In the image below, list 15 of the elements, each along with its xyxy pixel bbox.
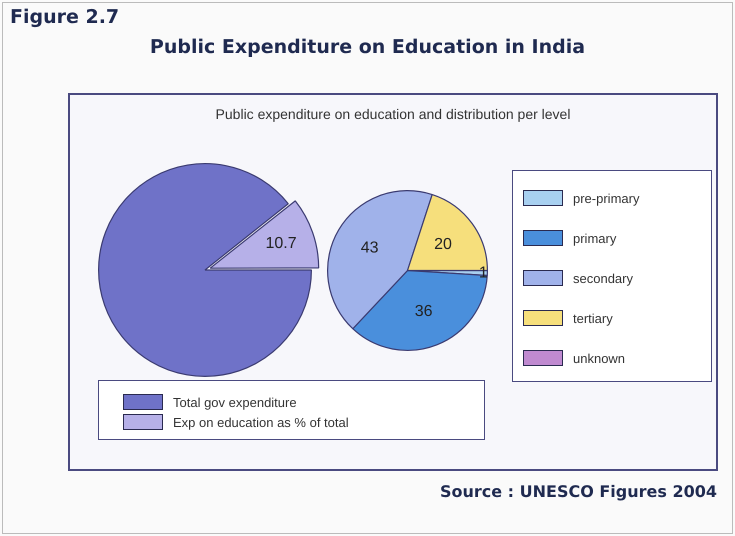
data-label: 43 xyxy=(360,240,379,257)
legend-label: Exp on education as % of total xyxy=(173,414,349,430)
data-label: 20 xyxy=(434,236,452,254)
legend-label: tertiary xyxy=(573,310,613,326)
chart-title: Public Expenditure on Education in India xyxy=(148,36,586,58)
caption: Figure 2.7 xyxy=(10,6,120,28)
legend-label: secondary xyxy=(573,270,633,286)
chart-subtitle: Public expenditure on education and distribution per level xyxy=(214,106,572,122)
legend-label: Total gov expenditure xyxy=(173,394,297,410)
legend-label: pre-primary xyxy=(573,190,640,206)
legend-label: unknown xyxy=(573,350,626,366)
legend-label: primary xyxy=(573,230,616,246)
source-note: Source : UNESCO Figures 2004 xyxy=(440,482,717,501)
data-label: 10.7 xyxy=(265,234,297,252)
data-label: 36 xyxy=(414,302,433,320)
